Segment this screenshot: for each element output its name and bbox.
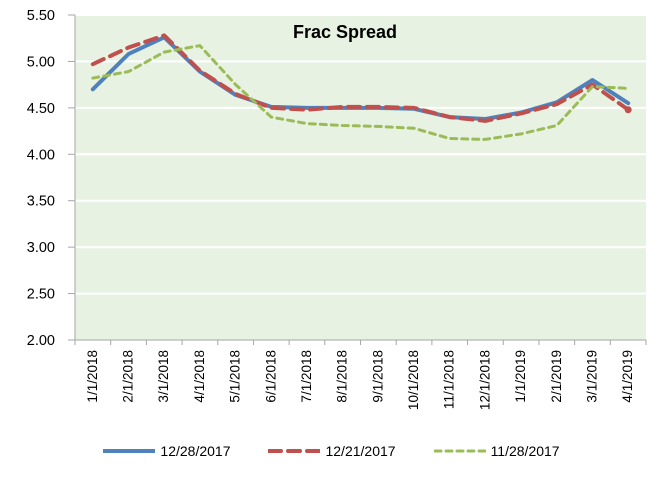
x-axis-label: 4/1/2019 [620, 350, 635, 403]
legend-item-1: 12/21/2017 [268, 443, 396, 459]
x-axis-label: 2/1/2019 [549, 350, 564, 403]
x-axis-label: 5/1/2018 [228, 350, 243, 403]
legend-item-0: 12/28/2017 [103, 443, 230, 459]
legend-label: 11/28/2017 [490, 443, 560, 459]
x-axis-label: 3/1/2018 [156, 350, 171, 403]
legend-item-2: 11/28/2017 [433, 443, 560, 459]
x-axis-label: 2/1/2018 [121, 350, 136, 403]
chart-legend: 12/28/2017 12/21/2017 11/28/2017 [0, 443, 663, 459]
x-axis-label: 7/1/2018 [299, 350, 314, 403]
legend-label: 12/21/2017 [325, 443, 396, 459]
y-axis-label: 3.00 [27, 240, 55, 256]
legend-swatch-icon [103, 449, 156, 453]
x-axis-label: 6/1/2018 [263, 350, 278, 403]
y-axis-label: 5.50 [27, 8, 55, 24]
x-axis-label: 11/1/2018 [442, 350, 457, 409]
x-axis-label: 3/1/2019 [584, 350, 599, 403]
x-axis-label: 10/1/2018 [406, 350, 421, 410]
legend-swatch-icon [433, 449, 486, 453]
y-axis-label: 2.50 [27, 287, 55, 303]
series-line-1 [90, 33, 631, 123]
x-axis-label: 4/1/2018 [192, 350, 207, 403]
chart-title: Frac Spread [292, 22, 398, 42]
x-axis-label: 9/1/2018 [370, 350, 385, 403]
x-axis-label: 8/1/2018 [335, 350, 350, 403]
x-axis-label: 1/1/2019 [513, 350, 528, 403]
y-axis-label: 4.00 [27, 147, 55, 163]
series-line-2 [91, 44, 630, 141]
legend-label: 12/28/2017 [160, 443, 231, 459]
x-axis-label: 12/1/2018 [477, 350, 492, 410]
y-axis-label: 2.00 [27, 333, 55, 349]
y-axis-label: 5.00 [27, 54, 55, 70]
plot-background [75, 15, 646, 340]
x-axis-label: 1/1/2018 [85, 350, 100, 403]
y-axis-label: 3.50 [27, 194, 55, 210]
legend-swatch-icon [268, 449, 321, 453]
series-end-marker-1 [624, 106, 632, 114]
y-axis-label: 4.50 [27, 101, 55, 117]
